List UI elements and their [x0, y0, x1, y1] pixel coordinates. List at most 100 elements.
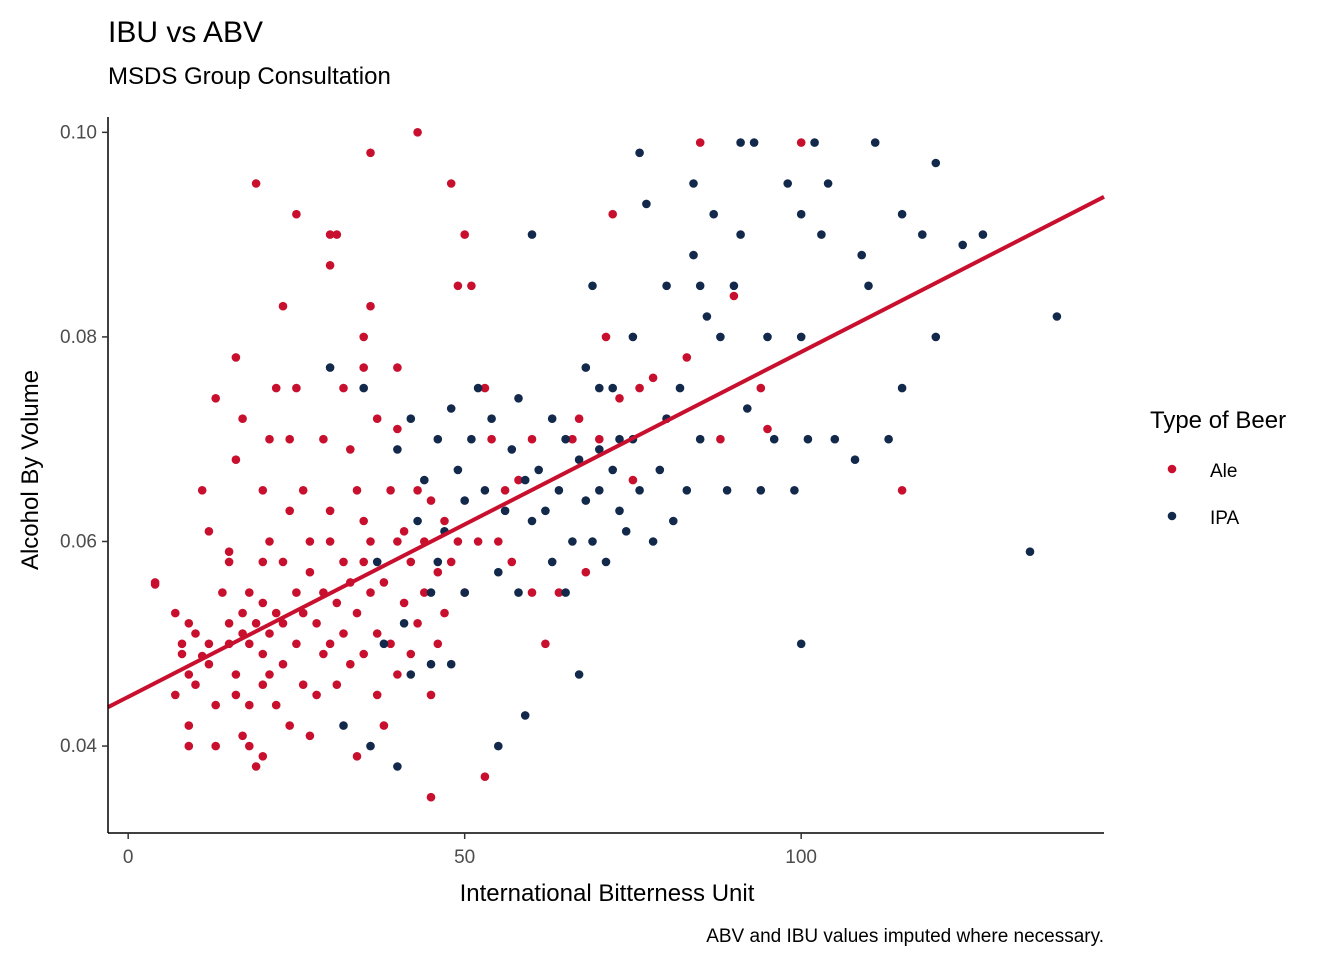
data-point-ipa — [372, 557, 382, 567]
data-point-ale — [332, 230, 342, 239]
data-point-ale — [271, 383, 281, 393]
data-point-ipa — [1025, 547, 1035, 556]
data-point-ipa — [460, 588, 470, 597]
data-point-ale — [763, 424, 772, 434]
data-point-ipa — [507, 445, 517, 454]
data-point-ipa — [796, 639, 806, 649]
data-point-ale — [695, 138, 705, 147]
data-point-ale — [265, 629, 274, 638]
data-point-ale — [278, 301, 288, 311]
data-point-ale — [298, 486, 308, 495]
data-point-ipa — [931, 158, 941, 168]
data-point-ale — [312, 619, 321, 628]
data-point-ipa — [621, 527, 631, 536]
data-point-ale — [325, 537, 335, 546]
data-point-ipa — [897, 209, 907, 219]
data-point-ale — [480, 383, 490, 393]
data-point-ale — [446, 557, 456, 567]
data-point-ipa — [857, 250, 866, 260]
data-point-ipa — [722, 486, 732, 495]
data-point-ale — [581, 567, 591, 577]
data-point-ipa — [749, 138, 759, 147]
data-point-ale — [305, 567, 315, 577]
data-point-ale — [386, 486, 395, 495]
data-point-ipa — [648, 537, 658, 546]
data-point-ipa — [446, 404, 456, 413]
x-tick-label: 0 — [123, 847, 134, 868]
data-point-ale — [635, 383, 644, 393]
data-point-ale — [366, 301, 375, 311]
data-point-ale — [480, 772, 490, 781]
data-point-ipa — [467, 434, 476, 444]
data-point-ipa — [426, 588, 436, 597]
data-point-ale — [460, 230, 470, 239]
data-point-ale — [211, 700, 220, 710]
data-point-ale — [258, 598, 268, 608]
data-point-ale — [399, 598, 409, 608]
data-point-ale — [453, 537, 463, 546]
data-point-ipa — [756, 486, 766, 495]
data-point-ipa — [460, 496, 470, 505]
data-point-ale — [440, 516, 449, 526]
data-point-ipa — [608, 383, 617, 393]
data-point-ale — [393, 363, 402, 372]
data-point-ale — [420, 588, 429, 597]
data-point-ale — [211, 741, 220, 751]
data-point-ale — [406, 557, 416, 567]
data-point-ale — [285, 434, 295, 444]
data-point-ipa — [494, 741, 503, 751]
data-point-ale — [359, 516, 369, 526]
data-point-ale — [298, 680, 308, 689]
data-point-ale — [271, 608, 281, 618]
series-ipa — [325, 138, 1062, 771]
data-point-ale — [601, 332, 611, 342]
data-point-ale — [224, 557, 234, 567]
data-point-ale — [325, 230, 335, 239]
data-point-ale — [393, 424, 402, 434]
data-point-ale — [191, 629, 200, 638]
chart-caption: ABV and IBU values imputed where necessa… — [706, 926, 1104, 947]
data-point-ipa — [655, 465, 665, 475]
data-point-ale — [312, 690, 321, 700]
data-point-ipa — [406, 414, 416, 424]
data-point-ale — [285, 721, 295, 730]
data-point-ale — [440, 608, 449, 618]
data-point-ale — [319, 434, 328, 444]
data-point-ale — [393, 537, 402, 546]
y-tick-label: 0.04 — [60, 736, 97, 757]
data-point-ipa — [393, 762, 402, 771]
data-point-ipa — [379, 639, 389, 649]
data-point-ipa — [554, 486, 564, 495]
data-point-ipa — [433, 434, 443, 444]
trend-line — [107, 195, 1105, 709]
data-point-ale — [359, 332, 369, 342]
data-point-ipa — [850, 455, 860, 465]
data-point-ale — [507, 557, 517, 567]
data-point-ale — [426, 792, 436, 802]
data-point-ipa — [527, 230, 537, 239]
data-point-ale — [446, 179, 456, 188]
data-point-ale — [278, 659, 288, 669]
data-point-ipa — [547, 557, 557, 567]
data-point-ipa — [796, 209, 806, 219]
data-point-ale — [218, 588, 227, 597]
data-point-ale — [292, 383, 301, 393]
data-point-ipa — [716, 332, 725, 342]
legend-marker-ipa — [1167, 511, 1177, 521]
data-point-ipa — [480, 486, 490, 495]
legend-title: Type of Beer — [1150, 407, 1286, 434]
data-point-ale — [359, 363, 369, 372]
data-point-ipa — [736, 230, 745, 239]
data-point-ipa — [325, 363, 335, 372]
data-point-ale — [177, 649, 187, 659]
data-point-ale — [372, 629, 382, 638]
data-point-ale — [527, 434, 537, 444]
data-point-ipa — [1052, 312, 1062, 321]
data-point-ipa — [487, 414, 496, 424]
data-point-ale — [487, 434, 496, 444]
data-point-ale — [150, 578, 160, 587]
data-point-ale — [197, 486, 207, 495]
data-point-ale — [224, 547, 234, 556]
